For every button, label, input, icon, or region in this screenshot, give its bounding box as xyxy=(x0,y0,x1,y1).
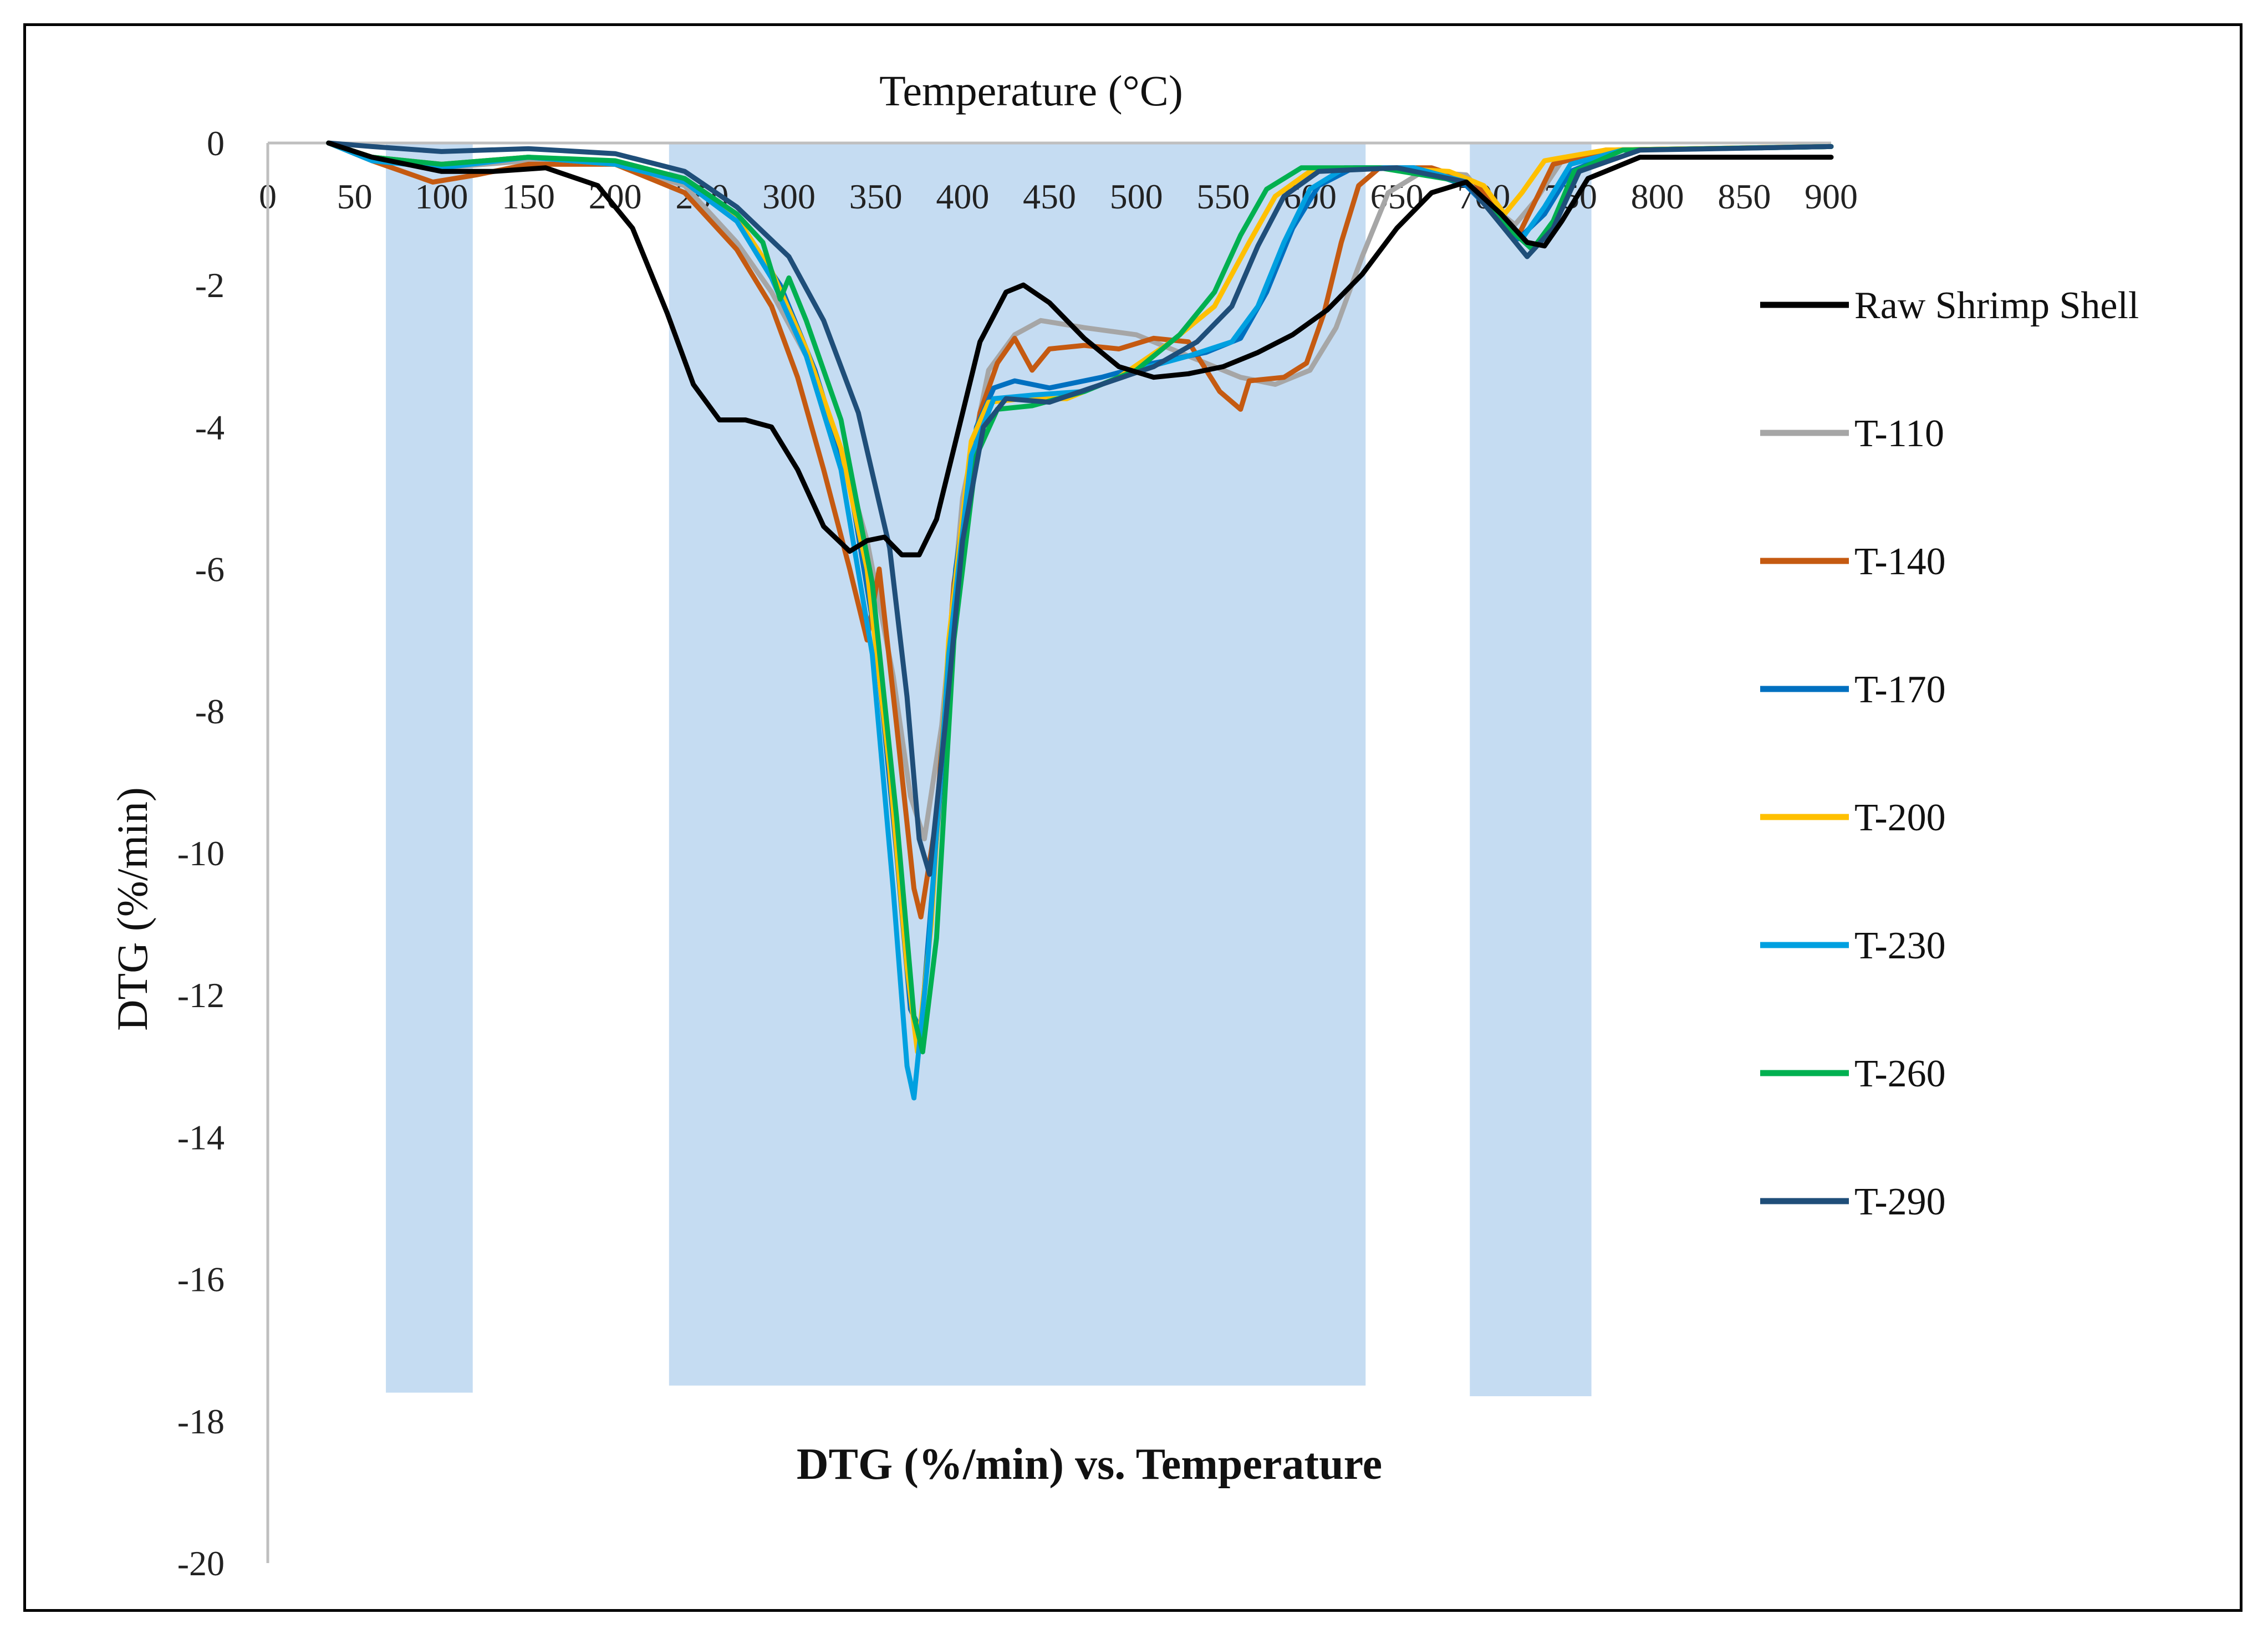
shaded-region-3 xyxy=(1470,143,1592,1396)
legend: Raw Shrimp Shell T-110 T-140 T-170 T-200 T-23… xyxy=(1760,284,2139,1223)
x-tick-label: 50 xyxy=(337,177,373,216)
y-tick-label: -6 xyxy=(195,550,225,589)
legend-label: T-170 xyxy=(1854,668,1946,711)
x-tick-labels: 0501001502002503003504004505005506006507… xyxy=(259,177,1858,216)
x-tick-label: 850 xyxy=(1717,177,1771,216)
series-line-t-290 xyxy=(326,140,1834,877)
y-tick-label: -8 xyxy=(195,692,225,731)
shaded-region-layer xyxy=(386,143,1592,1396)
x-tick-label: 450 xyxy=(1023,177,1076,216)
series-lines xyxy=(326,140,1834,1101)
y-tick-label: -14 xyxy=(177,1117,225,1157)
x-tick-label: 800 xyxy=(1631,177,1684,216)
legend-label: T-260 xyxy=(1854,1053,1946,1095)
x-tick-label: 500 xyxy=(1110,177,1163,216)
y-axis-title: DTG (%/min) xyxy=(108,787,156,1031)
x-tick-label: 550 xyxy=(1196,177,1250,216)
y-tick-label: -4 xyxy=(195,407,225,447)
x-tick-label: 100 xyxy=(415,177,468,216)
x-tick-label: 150 xyxy=(502,177,555,216)
x-tick-label: 350 xyxy=(849,177,903,216)
y-tick-label: -20 xyxy=(177,1544,225,1583)
y-tick-label: -18 xyxy=(177,1402,225,1441)
y-tick-label: 0 xyxy=(207,124,225,163)
y-tick-label: -16 xyxy=(177,1260,225,1299)
y-tick-label: -12 xyxy=(177,976,225,1015)
shaded-region-1 xyxy=(386,143,473,1393)
x-tick-label: 300 xyxy=(762,177,816,216)
legend-label: T-110 xyxy=(1854,412,1944,455)
x-tick-label: 900 xyxy=(1805,177,1858,216)
shaded-region-2 xyxy=(669,143,1366,1386)
x-tick-label: 400 xyxy=(936,177,989,216)
series-line-raw-shrimp-shell xyxy=(326,140,1834,558)
legend-label: T-230 xyxy=(1854,925,1946,967)
y-tick-labels: 0 -2 -4 -6 -8 -10 -12 -14 -16 -18 -20 xyxy=(177,124,225,1583)
y-tick-label: -2 xyxy=(195,265,225,305)
y-tick-label: -10 xyxy=(177,834,225,873)
legend-label: T-290 xyxy=(1854,1181,1946,1223)
x-axis-title: Temperature (°C) xyxy=(879,67,1183,115)
chart-title: DTG (%/min) vs. Temperature xyxy=(797,1440,1382,1489)
legend-label: T-140 xyxy=(1854,540,1946,583)
legend-label: Raw Shrimp Shell xyxy=(1854,284,2139,327)
legend-label: T-200 xyxy=(1854,796,1946,839)
